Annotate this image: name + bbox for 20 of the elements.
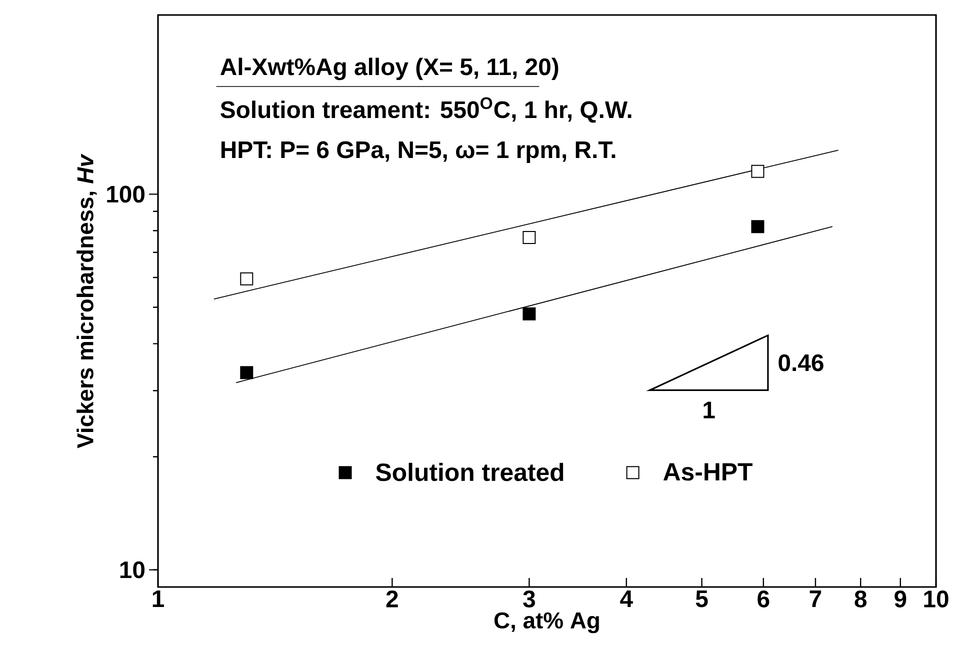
x-tick-label: 6	[758, 590, 770, 608]
x-tick-label: 3	[523, 590, 535, 608]
legend-label: Solution treated	[376, 462, 564, 482]
y-tick-label: 100	[107, 186, 144, 203]
x-tick-label: 1	[152, 590, 164, 607]
x-axis-title: C, at% Ag	[494, 612, 599, 634]
x-tick-label: 9	[894, 590, 906, 608]
x-tick-label: 5	[696, 590, 708, 608]
legend-label: As-HPT	[663, 463, 752, 481]
annotation: 1	[704, 402, 715, 418]
x-tick-label: 10	[924, 590, 948, 608]
annotation: Solution treament: 550$^{O}$C, 1 hr, Q.W.	[220, 97, 632, 123]
annotation: 0.46	[778, 354, 824, 372]
x-tick-label: 2	[386, 590, 398, 608]
x-tick-label: 8	[854, 590, 867, 608]
x-tick-label: 4	[620, 590, 633, 607]
y-axis-title: Vickers microhardness, Hv	[76, 154, 97, 448]
x-tick-label: 7	[810, 590, 822, 607]
annotation: HPT: P= 6 GPa, N=5, ω= 1 rpm, R.T.	[221, 141, 616, 163]
text: Al-Xwt%Ag alloy (X= 5, 11, 20)	[220, 58, 558, 80]
